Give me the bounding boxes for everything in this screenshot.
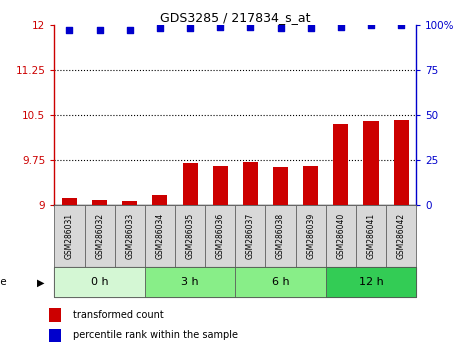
Bar bbox=[394, 120, 409, 205]
Bar bbox=[152, 195, 167, 205]
Bar bbox=[303, 166, 318, 205]
Point bbox=[277, 25, 284, 31]
Point bbox=[186, 25, 194, 31]
Text: GSM286032: GSM286032 bbox=[95, 213, 104, 259]
Bar bbox=[243, 162, 258, 205]
Bar bbox=[273, 167, 288, 205]
Point bbox=[217, 24, 224, 29]
Bar bbox=[92, 200, 107, 205]
Text: time: time bbox=[0, 277, 7, 287]
Bar bbox=[62, 198, 77, 205]
Bar bbox=[175, 205, 205, 267]
Bar bbox=[386, 205, 416, 267]
Text: GSM286041: GSM286041 bbox=[367, 213, 376, 259]
Title: GDS3285 / 217834_s_at: GDS3285 / 217834_s_at bbox=[160, 11, 311, 24]
Text: GSM286035: GSM286035 bbox=[185, 213, 194, 259]
Bar bbox=[145, 267, 235, 297]
Bar bbox=[114, 205, 145, 267]
Text: GSM286042: GSM286042 bbox=[397, 213, 406, 259]
Text: ▶: ▶ bbox=[37, 277, 45, 287]
Text: 3 h: 3 h bbox=[181, 277, 199, 287]
Point bbox=[367, 22, 375, 28]
Bar bbox=[183, 162, 198, 205]
Text: GSM286034: GSM286034 bbox=[156, 213, 165, 259]
Bar bbox=[356, 205, 386, 267]
Bar bbox=[54, 267, 145, 297]
Text: GSM286031: GSM286031 bbox=[65, 213, 74, 259]
Bar bbox=[145, 205, 175, 267]
Text: GSM286039: GSM286039 bbox=[306, 213, 315, 259]
Bar bbox=[49, 329, 61, 342]
Bar bbox=[235, 205, 265, 267]
Bar bbox=[296, 205, 326, 267]
Bar bbox=[235, 267, 326, 297]
Point bbox=[307, 25, 315, 31]
Bar bbox=[326, 205, 356, 267]
Bar bbox=[333, 124, 349, 205]
Text: GSM286040: GSM286040 bbox=[336, 213, 345, 259]
Text: 0 h: 0 h bbox=[91, 277, 108, 287]
Bar bbox=[54, 205, 85, 267]
Text: transformed count: transformed count bbox=[73, 310, 164, 320]
Point bbox=[66, 27, 73, 33]
Text: GSM286033: GSM286033 bbox=[125, 213, 134, 259]
Point bbox=[246, 24, 254, 29]
Point bbox=[96, 27, 104, 33]
Bar bbox=[363, 121, 378, 205]
Point bbox=[337, 24, 345, 29]
Bar bbox=[122, 201, 137, 205]
Text: 12 h: 12 h bbox=[359, 277, 384, 287]
Point bbox=[126, 27, 133, 33]
Point bbox=[397, 22, 405, 28]
Point bbox=[156, 25, 164, 31]
Text: GSM286037: GSM286037 bbox=[246, 213, 255, 259]
Bar bbox=[213, 166, 228, 205]
Text: 6 h: 6 h bbox=[272, 277, 289, 287]
Text: percentile rank within the sample: percentile rank within the sample bbox=[73, 330, 238, 341]
Text: GSM286038: GSM286038 bbox=[276, 213, 285, 259]
Text: GSM286036: GSM286036 bbox=[216, 213, 225, 259]
Bar bbox=[205, 205, 235, 267]
Bar bbox=[265, 205, 296, 267]
Bar bbox=[49, 308, 61, 322]
Bar bbox=[85, 205, 114, 267]
Bar bbox=[326, 267, 416, 297]
